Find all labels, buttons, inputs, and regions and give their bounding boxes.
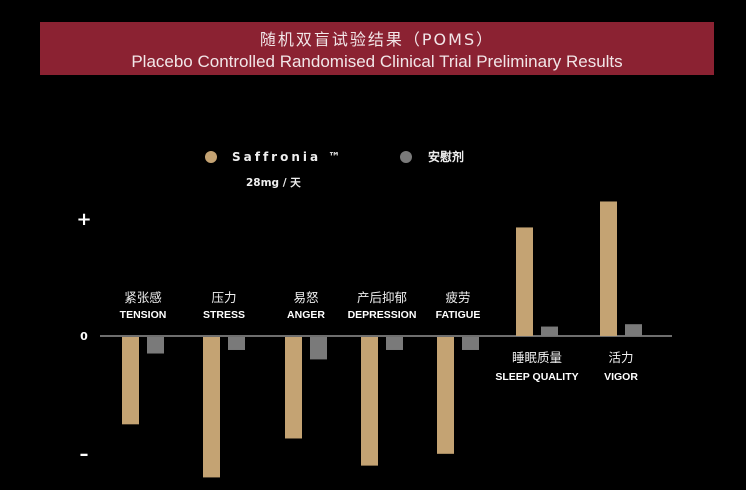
legend-sublabel-dose: 28mg / 天 bbox=[246, 177, 301, 189]
category-label-cn: 易怒 bbox=[293, 290, 319, 305]
header-band bbox=[40, 22, 714, 75]
category-label-cn: 睡眠质量 bbox=[512, 350, 562, 365]
category-label-cn: 活力 bbox=[608, 350, 633, 365]
category-label-cn: 压力 bbox=[211, 290, 236, 305]
category-label-en: DEPRESSION bbox=[348, 309, 417, 321]
legend-label-saffronia: Saffronia ™ bbox=[232, 150, 343, 164]
bar-depression-placebo bbox=[386, 337, 403, 350]
category-label-cn: 疲劳 bbox=[445, 290, 470, 305]
bar-fatigue-placebo bbox=[462, 337, 479, 350]
bar-tension-saffronia bbox=[122, 337, 139, 425]
category-label-en: SLEEP QUALITY bbox=[495, 371, 578, 383]
y-tick-minus: – bbox=[80, 444, 89, 465]
bar-sleep-quality-placebo bbox=[541, 326, 558, 336]
bar-fatigue-saffronia bbox=[437, 337, 454, 454]
bar-stress-saffronia bbox=[203, 337, 220, 478]
category-label-cn: 产后抑郁 bbox=[357, 290, 407, 305]
title-en: Placebo Controlled Randomised Clinical T… bbox=[131, 52, 622, 71]
legend-label-placebo: 安慰剂 bbox=[428, 149, 464, 164]
bar-vigor-placebo bbox=[625, 324, 642, 336]
bar-tension-placebo bbox=[147, 337, 164, 354]
bar-anger-placebo bbox=[310, 337, 327, 360]
y-tick-plus: + bbox=[76, 209, 91, 230]
category-label-en: ANGER bbox=[287, 309, 325, 321]
category-label-en: VIGOR bbox=[604, 371, 638, 383]
category-label-en: TENSION bbox=[120, 309, 167, 321]
bar-stress-placebo bbox=[228, 337, 245, 350]
legend-swatch-saffronia bbox=[205, 151, 217, 163]
y-tick-zero: 0 bbox=[80, 330, 88, 343]
category-label-cn: 紧张感 bbox=[124, 290, 162, 305]
bar-depression-saffronia bbox=[361, 337, 378, 466]
bar-sleep-quality-saffronia bbox=[516, 227, 533, 336]
title-cn: 随机双盲试验结果（POMS） bbox=[260, 30, 494, 49]
category-label-en: FATIGUE bbox=[436, 309, 481, 321]
bar-anger-saffronia bbox=[285, 337, 302, 439]
legend-swatch-placebo bbox=[400, 151, 412, 163]
bar-vigor-saffronia bbox=[600, 201, 617, 336]
category-label-en: STRESS bbox=[203, 309, 245, 321]
